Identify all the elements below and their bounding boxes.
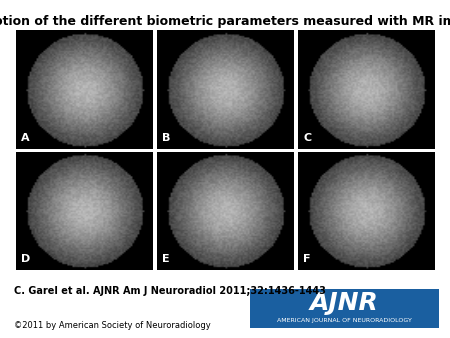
Text: B: B xyxy=(162,133,171,143)
Text: C: C xyxy=(303,133,311,143)
Text: E: E xyxy=(162,255,170,264)
Text: D: D xyxy=(21,255,31,264)
Text: AJNR: AJNR xyxy=(310,291,378,315)
Text: A: A xyxy=(21,133,30,143)
Text: ©2011 by American Society of Neuroradiology: ©2011 by American Society of Neuroradiol… xyxy=(14,320,210,330)
Text: Description of the different biometric parameters measured with MR imaging.: Description of the different biometric p… xyxy=(0,15,450,28)
Text: C. Garel et al. AJNR Am J Neuroradiol 2011;32:1436-1443: C. Garel et al. AJNR Am J Neuroradiol 20… xyxy=(14,286,325,296)
Text: AMERICAN JOURNAL OF NEURORADIOLOGY: AMERICAN JOURNAL OF NEURORADIOLOGY xyxy=(277,318,412,323)
Text: F: F xyxy=(303,255,310,264)
